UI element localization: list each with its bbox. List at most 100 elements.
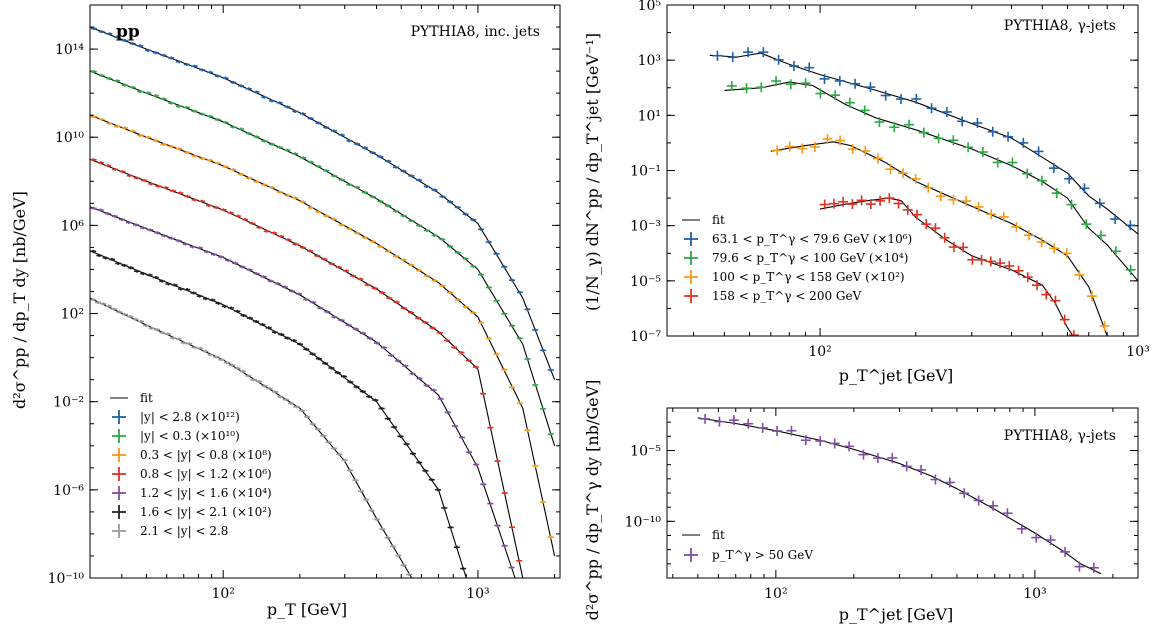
data-point	[501, 368, 508, 372]
data-point	[872, 153, 883, 164]
data-point	[106, 32, 113, 36]
data-point	[237, 84, 244, 88]
data-point	[199, 156, 206, 160]
data-point	[391, 425, 398, 429]
data-point	[198, 199, 205, 203]
data-point	[297, 342, 304, 346]
x-tick-label: 10²	[808, 344, 831, 360]
data-point	[220, 208, 227, 212]
data-point	[202, 349, 209, 353]
data-point	[129, 85, 136, 89]
data-point	[835, 135, 846, 146]
data-point	[245, 87, 252, 91]
data-point	[388, 353, 395, 357]
data-point	[116, 310, 123, 314]
data-point	[331, 315, 338, 319]
data-point	[182, 242, 189, 246]
data-point	[439, 195, 446, 199]
x-axis-label: p_T^jet [GeV]	[839, 366, 954, 385]
data-point	[958, 242, 969, 253]
data-point	[847, 144, 858, 155]
data-point	[431, 233, 438, 237]
data-point	[296, 292, 303, 296]
data-point	[1049, 243, 1060, 254]
data-point	[246, 268, 253, 272]
legend-marker	[112, 467, 126, 481]
data-point	[207, 114, 214, 118]
data-point	[930, 223, 941, 234]
data-point	[207, 353, 214, 357]
data-point	[129, 42, 136, 46]
data-point	[963, 142, 974, 153]
data-point	[90, 249, 97, 253]
data-point	[266, 387, 273, 391]
data-point	[336, 452, 343, 456]
data-point	[743, 418, 754, 429]
data-point	[898, 168, 909, 179]
data-point	[466, 450, 473, 454]
data-point	[384, 417, 391, 421]
data-point	[480, 482, 487, 486]
data-point	[323, 125, 330, 129]
data-point	[171, 283, 178, 287]
data-point	[1013, 265, 1024, 276]
data-point	[465, 358, 472, 362]
data-point	[1051, 188, 1062, 199]
data-point	[447, 525, 454, 529]
data-point	[209, 298, 216, 302]
data-point	[154, 328, 161, 332]
fit-line	[724, 81, 1138, 282]
data-point	[154, 231, 161, 235]
data-point	[361, 236, 368, 240]
data-point	[459, 436, 466, 440]
data-point	[1041, 289, 1052, 300]
data-point	[458, 351, 465, 355]
legend-entry-label: 0.3 < |y| < 0.8 (×10⁸)	[140, 448, 272, 462]
data-point	[415, 316, 422, 320]
data-point	[239, 369, 246, 373]
data-point	[184, 194, 191, 198]
data-point	[423, 274, 430, 278]
data-point	[307, 160, 314, 164]
data-point	[322, 361, 329, 365]
data-point	[392, 254, 399, 258]
data-point	[199, 112, 206, 116]
data-point	[973, 201, 984, 212]
data-point	[366, 395, 373, 399]
data-point	[330, 129, 337, 133]
data-point	[872, 453, 883, 464]
data-point	[435, 488, 442, 492]
data-point	[196, 246, 203, 250]
data-point	[168, 101, 175, 105]
data-point	[480, 392, 487, 396]
data-point	[354, 185, 361, 189]
data-point	[395, 554, 402, 558]
data-point	[159, 331, 166, 335]
data-point	[838, 196, 849, 207]
data-point	[347, 468, 354, 472]
data-point	[1060, 546, 1071, 557]
data-point	[430, 388, 437, 392]
data-point	[727, 52, 738, 63]
data-point	[274, 282, 281, 286]
fit-line	[770, 141, 1109, 336]
data-point	[105, 164, 112, 168]
data-point	[441, 506, 448, 510]
data-point	[547, 368, 554, 372]
data-point	[406, 572, 413, 576]
data-point	[893, 198, 904, 209]
data-point	[509, 324, 516, 328]
x-axis-label: p_T [GeV]	[267, 600, 347, 619]
data-point	[253, 90, 260, 94]
data-point	[143, 324, 150, 328]
data-point	[345, 323, 352, 327]
data-point	[253, 135, 260, 139]
data-point	[276, 101, 283, 105]
data-point	[1003, 131, 1014, 142]
data-point	[338, 133, 345, 137]
data-point	[259, 323, 266, 327]
data-point	[161, 234, 168, 238]
data-point	[119, 170, 126, 174]
data-point	[234, 309, 241, 313]
